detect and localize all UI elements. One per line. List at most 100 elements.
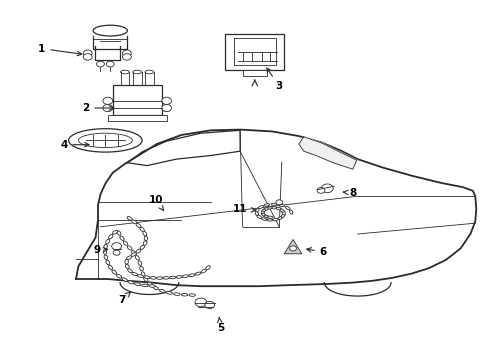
Circle shape xyxy=(122,54,131,60)
Ellipse shape xyxy=(106,239,110,244)
Ellipse shape xyxy=(121,70,129,74)
Ellipse shape xyxy=(282,211,285,215)
Ellipse shape xyxy=(69,129,142,152)
Bar xyxy=(243,70,267,76)
Bar xyxy=(225,34,284,70)
Ellipse shape xyxy=(176,276,182,278)
Text: 7: 7 xyxy=(118,292,130,305)
Ellipse shape xyxy=(120,236,124,240)
Ellipse shape xyxy=(264,215,270,218)
Ellipse shape xyxy=(261,211,264,215)
Ellipse shape xyxy=(271,203,277,205)
Circle shape xyxy=(162,104,172,112)
Polygon shape xyxy=(133,72,142,85)
Ellipse shape xyxy=(263,208,268,211)
Circle shape xyxy=(122,50,131,57)
Ellipse shape xyxy=(125,264,129,269)
Polygon shape xyxy=(284,239,302,254)
Ellipse shape xyxy=(281,213,285,217)
Ellipse shape xyxy=(278,216,283,220)
Ellipse shape xyxy=(143,241,147,246)
Text: 1: 1 xyxy=(38,44,82,56)
Ellipse shape xyxy=(136,224,141,228)
Ellipse shape xyxy=(286,206,290,210)
Ellipse shape xyxy=(142,284,148,287)
Ellipse shape xyxy=(106,260,110,265)
Circle shape xyxy=(113,250,120,255)
Ellipse shape xyxy=(141,272,145,276)
Ellipse shape xyxy=(140,266,144,271)
Ellipse shape xyxy=(159,289,165,292)
Text: 5: 5 xyxy=(217,317,224,333)
Ellipse shape xyxy=(144,276,150,279)
Circle shape xyxy=(83,54,92,60)
Ellipse shape xyxy=(109,234,113,239)
Ellipse shape xyxy=(125,260,128,264)
Circle shape xyxy=(290,246,296,251)
Circle shape xyxy=(106,61,114,67)
Ellipse shape xyxy=(136,249,141,253)
Ellipse shape xyxy=(78,133,132,148)
Ellipse shape xyxy=(261,218,267,220)
Ellipse shape xyxy=(132,251,136,255)
Ellipse shape xyxy=(201,269,206,273)
Circle shape xyxy=(162,97,172,104)
Ellipse shape xyxy=(147,282,152,286)
Ellipse shape xyxy=(135,283,141,285)
Ellipse shape xyxy=(135,256,139,260)
Circle shape xyxy=(97,61,104,67)
Ellipse shape xyxy=(126,256,132,260)
Ellipse shape xyxy=(143,231,147,236)
Ellipse shape xyxy=(93,25,127,36)
Ellipse shape xyxy=(255,212,259,216)
Text: 8: 8 xyxy=(343,188,356,198)
Ellipse shape xyxy=(145,70,154,74)
Ellipse shape xyxy=(264,204,270,206)
Ellipse shape xyxy=(132,220,137,224)
Ellipse shape xyxy=(163,276,170,279)
Circle shape xyxy=(83,50,92,57)
Bar xyxy=(108,115,167,121)
Circle shape xyxy=(103,97,113,104)
Ellipse shape xyxy=(166,292,172,294)
Ellipse shape xyxy=(279,204,285,207)
Ellipse shape xyxy=(267,219,273,221)
Circle shape xyxy=(205,301,215,309)
Ellipse shape xyxy=(131,253,136,256)
Ellipse shape xyxy=(127,246,132,250)
Ellipse shape xyxy=(195,272,201,275)
Ellipse shape xyxy=(123,241,128,246)
Ellipse shape xyxy=(256,208,259,212)
Ellipse shape xyxy=(273,219,278,221)
Bar xyxy=(234,38,276,65)
Ellipse shape xyxy=(150,276,156,279)
Polygon shape xyxy=(121,72,129,85)
Ellipse shape xyxy=(138,261,142,265)
Text: 6: 6 xyxy=(307,247,327,257)
Ellipse shape xyxy=(140,227,145,231)
Ellipse shape xyxy=(189,294,196,296)
Ellipse shape xyxy=(108,265,113,270)
Ellipse shape xyxy=(128,269,132,273)
Ellipse shape xyxy=(182,275,189,278)
Ellipse shape xyxy=(144,236,147,241)
Text: 2: 2 xyxy=(82,103,114,113)
Polygon shape xyxy=(299,137,357,169)
Ellipse shape xyxy=(117,274,122,278)
Ellipse shape xyxy=(140,245,145,249)
Ellipse shape xyxy=(257,215,262,219)
Ellipse shape xyxy=(258,206,263,209)
Polygon shape xyxy=(95,46,120,60)
Ellipse shape xyxy=(137,275,144,278)
Ellipse shape xyxy=(122,278,127,281)
Ellipse shape xyxy=(206,266,210,270)
Ellipse shape xyxy=(290,210,293,214)
Ellipse shape xyxy=(144,277,148,282)
Ellipse shape xyxy=(149,285,155,287)
Ellipse shape xyxy=(271,207,277,209)
Bar xyxy=(113,85,162,115)
Ellipse shape xyxy=(127,216,132,220)
Ellipse shape xyxy=(113,230,118,234)
Polygon shape xyxy=(93,36,127,49)
Ellipse shape xyxy=(170,276,176,279)
